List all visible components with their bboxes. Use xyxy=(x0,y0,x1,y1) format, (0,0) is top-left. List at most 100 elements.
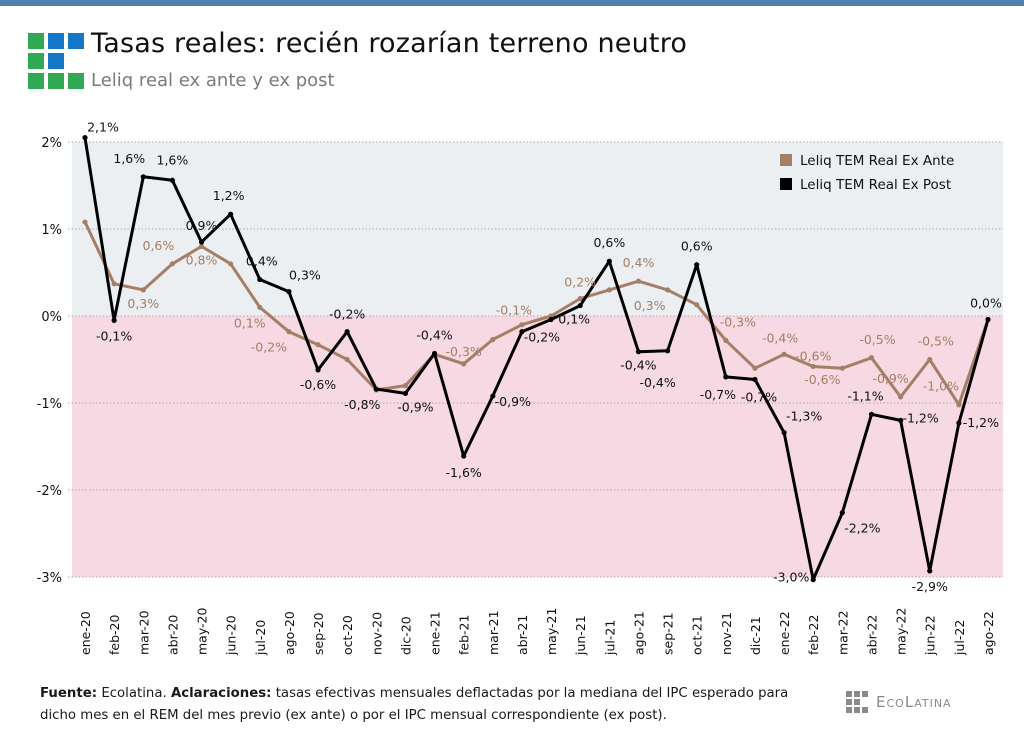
ex-ante-data-label: 0,3% xyxy=(634,298,666,313)
ex-post-data-label: -0,7% xyxy=(741,390,777,405)
ex-post-data-label: -3,0% xyxy=(773,570,809,585)
ex-post-data-label: 0,3% xyxy=(289,268,321,283)
ex-post-point xyxy=(664,348,671,354)
x-tick-label: ago-22 xyxy=(981,611,996,655)
ex-ante-data-label: 0,8% xyxy=(186,252,218,267)
ex-ante-point xyxy=(286,329,292,335)
x-tick-label: jul-22 xyxy=(952,620,967,656)
ex-post-point xyxy=(868,411,875,417)
ex-post-data-label: -0,9% xyxy=(495,394,531,409)
legend-swatch xyxy=(780,154,792,166)
ex-ante-point xyxy=(956,402,962,408)
ex-post-point xyxy=(985,316,991,323)
ex-post-point xyxy=(781,429,787,436)
ex-post-point xyxy=(431,350,438,357)
ecolatina-logo-icon xyxy=(28,33,84,89)
ex-ante-point xyxy=(810,363,816,370)
ex-post-data-label: -0,4% xyxy=(620,358,656,373)
x-tick-label: ene-20 xyxy=(78,611,93,655)
ex-post-point xyxy=(519,329,525,335)
ex-post-point xyxy=(169,177,175,183)
ex-ante-point xyxy=(519,322,525,328)
ex-ante-data-label: -0,5% xyxy=(918,334,954,349)
ex-post-point xyxy=(548,316,554,323)
ex-ante-point xyxy=(781,351,787,357)
y-tick-label: -2% xyxy=(37,484,62,499)
ex-post-point xyxy=(927,568,933,574)
ex-post-data-label: -2,9% xyxy=(912,579,948,594)
ex-post-data-label: 1,6% xyxy=(113,151,145,166)
x-tick-label: ago-20 xyxy=(282,611,297,655)
x-tick-label: dic-21 xyxy=(748,616,763,655)
ex-ante-data-label: 0,4% xyxy=(623,255,655,270)
x-tick-label: mar-22 xyxy=(835,610,850,655)
ex-ante-data-label: -0,3% xyxy=(446,344,482,359)
x-tick-label: sep-20 xyxy=(311,612,326,655)
brand-mark-icon xyxy=(846,691,868,713)
y-tick-label: 0% xyxy=(41,310,62,325)
ex-post-data-label: 0,9% xyxy=(186,218,218,233)
ex-post-point xyxy=(723,374,729,380)
ex-post-point xyxy=(315,367,321,373)
ex-post-point xyxy=(373,386,379,392)
ex-ante-point xyxy=(577,296,583,302)
x-tick-label: mar-21 xyxy=(486,610,501,655)
line-chart: 2% 1% 0% -1% -2% -3% ene-20 feb-20 mar-20 abr-20 m… xyxy=(37,120,1003,656)
x-tick-label: may-22 xyxy=(894,608,909,655)
x-tick-label: jun-20 xyxy=(224,615,239,656)
negative-region-band xyxy=(72,316,1003,577)
ex-post-point xyxy=(140,174,146,180)
x-tick-label: feb-21 xyxy=(457,615,472,655)
x-tick-label: feb-22 xyxy=(806,615,821,655)
ex-ante-point xyxy=(140,287,146,293)
x-tick-label: jul-20 xyxy=(253,620,268,656)
ex-post-data-label: 2,1% xyxy=(87,120,119,135)
ex-post-point xyxy=(752,376,758,383)
ex-ante-data-label: -1,0% xyxy=(923,379,959,394)
legend-swatch xyxy=(780,178,792,190)
notes-line-1: tasas efectivas mensuales deflactadas po… xyxy=(275,686,789,701)
x-tick-label: ene-21 xyxy=(428,611,443,655)
x-tick-label: abr-22 xyxy=(864,615,879,655)
ex-post-data-label: -0,8% xyxy=(344,397,380,412)
ex-ante-data-label: 0,2% xyxy=(564,275,596,290)
ex-ante-data-label: -0,9% xyxy=(872,371,908,386)
ex-ante-point xyxy=(198,243,205,249)
x-tick-label: ene-22 xyxy=(777,611,792,655)
ex-ante-data-label: 0,1% xyxy=(234,315,266,330)
ex-post-data-label: 0,1% xyxy=(558,312,590,327)
page-subtitle: Leliq real ex ante y ex post xyxy=(91,70,335,91)
ex-ante-point xyxy=(694,302,700,308)
ex-ante-point xyxy=(839,365,845,371)
x-tick-label: dic-20 xyxy=(398,616,413,655)
ex-post-data-label: -0,9% xyxy=(397,399,433,414)
ex-ante-data-label: -0,2% xyxy=(251,340,287,355)
notes-line-2: dicho mes en el REM del mes previo (ex a… xyxy=(40,708,667,723)
ex-post-point xyxy=(286,289,292,295)
ex-post-point xyxy=(257,276,263,283)
top-accent-bar xyxy=(0,0,1024,6)
ex-post-data-label: 1,6% xyxy=(157,152,189,167)
ex-post-point xyxy=(810,577,816,583)
ex-post-data-label: -1,2% xyxy=(963,415,999,430)
ex-ante-point xyxy=(169,261,175,267)
ex-post-data-label: -1,2% xyxy=(902,410,938,425)
ex-ante-point xyxy=(927,356,933,363)
x-tick-label: oct-21 xyxy=(690,615,705,655)
ex-post-point xyxy=(839,510,845,516)
series-line-ex-post xyxy=(83,137,990,582)
x-tick-label: jun-22 xyxy=(923,615,938,656)
y-tick-label: -3% xyxy=(37,571,62,586)
x-tick-label: jun-21 xyxy=(573,615,588,656)
series-line-ex-ante xyxy=(83,221,990,407)
x-tick-label: nov-20 xyxy=(369,612,384,655)
ex-post-data-label: -0,7% xyxy=(700,387,736,402)
ex-post-data-label: -1,3% xyxy=(786,409,822,424)
ex-ante-point xyxy=(228,261,234,267)
ex-post-data-label: -2,2% xyxy=(844,521,880,536)
x-tick-label: sep-21 xyxy=(661,612,676,655)
x-tick-label: jul-21 xyxy=(602,620,617,656)
page-title: Tasas reales: recién rozarían terreno ne… xyxy=(91,28,688,59)
ex-ante-point xyxy=(635,278,642,284)
ex-ante-data-label: -0,1% xyxy=(496,303,532,318)
